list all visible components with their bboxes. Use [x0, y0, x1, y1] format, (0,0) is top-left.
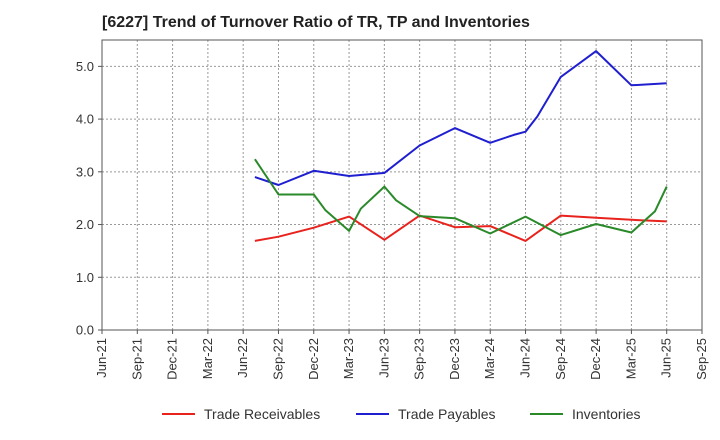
x-tick-label: Jun-21 — [94, 338, 109, 378]
x-tick-label: Dec-23 — [447, 338, 462, 380]
x-tick-label: Dec-21 — [165, 338, 180, 380]
x-tick-label: Mar-22 — [200, 338, 215, 379]
series-line-trade-receivables — [254, 214, 667, 242]
x-tick-label: Dec-22 — [306, 338, 321, 380]
x-tick-label: Mar-24 — [482, 338, 497, 379]
legend-label: Trade Payables — [398, 406, 496, 422]
x-tick-label: Jun-25 — [659, 338, 674, 378]
x-tick-label: Sep-25 — [694, 338, 709, 380]
x-tick-label: Dec-24 — [588, 338, 603, 380]
x-tick-label: Sep-21 — [129, 338, 144, 380]
plot-border — [101, 39, 703, 331]
series-layer — [254, 50, 668, 242]
x-tick-label: Jun-22 — [235, 338, 250, 378]
x-tick-label: Sep-22 — [270, 338, 285, 380]
legend-layer: Trade Receivables Trade Payables Inventori… — [162, 406, 640, 422]
axis-layer: 0.0 1.0 2.0 3.0 4.0 5.0 Jun-21 Sep-21 Dec-21 Mar-… — [76, 39, 709, 380]
x-tick-label: Sep-24 — [553, 338, 568, 380]
chart-title: [6227] Trend of Turnover Ratio of TR, TP… — [102, 14, 530, 31]
y-tick-label: 0.0 — [76, 323, 94, 338]
y-tick-label: 1.0 — [76, 270, 94, 285]
series-line-trade-payables — [254, 50, 667, 186]
y-tick-label: 3.0 — [76, 164, 94, 179]
legend-label: Trade Receivables — [204, 406, 320, 422]
x-tick-label: Mar-25 — [623, 338, 638, 379]
x-tick-label: Jun-24 — [518, 338, 533, 378]
y-tick-label: 2.0 — [76, 217, 94, 232]
series-line-inventories — [254, 158, 668, 237]
x-tick-label: Sep-23 — [412, 338, 427, 380]
x-tick-label: Mar-23 — [341, 338, 356, 379]
grid-layer — [102, 40, 702, 330]
legend-label: Inventories — [572, 406, 640, 422]
y-tick-label: 5.0 — [76, 59, 94, 74]
y-tick-label: 4.0 — [76, 112, 94, 127]
x-tick-label: Jun-23 — [376, 338, 391, 378]
